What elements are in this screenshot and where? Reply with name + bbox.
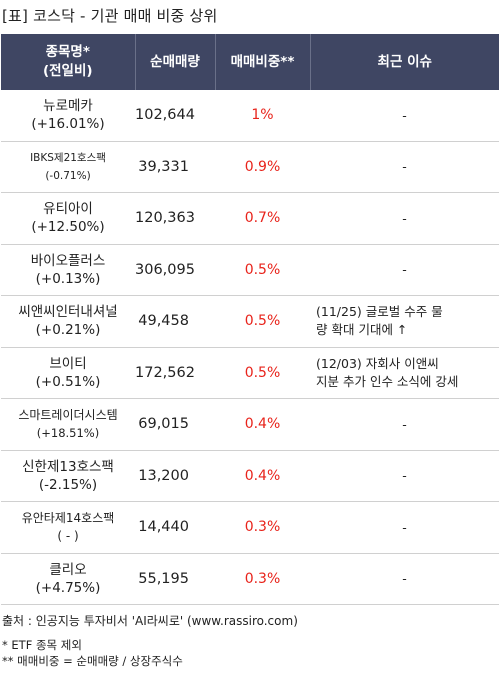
stock-name: 클리오 [49,561,87,578]
stock-change: (+18.51%) [36,426,100,441]
stock-change: (+0.13%) [35,270,101,287]
stock-name-cell: IBKS제21호스팩 (-0.71%) [1,141,135,193]
institution-trading-table: 종목명* (전일비) 순매매량 매매비중** 최근 이슈 뉴로메카 (+16.0… [1,34,499,605]
stock-name: 뉴로메카 [43,98,93,115]
stock-change: (-0.71%) [45,169,91,182]
recent-issue: - [310,450,499,502]
header-trade-ratio: 매매비중** [215,34,311,90]
header-name-line1: 종목명* [45,44,90,60]
table-row: 씨앤씨인터내셔널 (+0.21%) 49,458 0.5% (11/25) 글로… [1,295,499,348]
net-volume: 14,440 [135,501,215,554]
stock-name-cell: 씨앤씨인터내셔널 (+0.21%) [1,295,135,348]
trade-ratio: 0.4% [215,398,310,451]
header-stock-name: 종목명* (전일비) [1,34,136,90]
issue-line: 지분 추가 인수 소식에 강세 [316,373,459,389]
stock-change: (-2.15%) [38,476,98,493]
trade-ratio: 0.5% [215,347,310,399]
trade-ratio: 1% [215,90,310,142]
recent-issue: - [310,501,499,554]
stock-change: ( - ) [57,529,79,544]
recent-issue: - [310,398,499,451]
stock-change: (+16.01%) [31,116,105,133]
issue-line: (12/03) 자회사 이앤씨 [316,355,439,371]
footnote-etf: * ETF 종목 제외 [2,638,82,652]
recent-issue: - [310,553,499,605]
stock-name-cell: 유티아이 (+12.50%) [1,192,135,245]
issue-line: 량 확대 기대에 ↑ [316,322,408,338]
net-volume: 39,331 [135,141,215,193]
table-row: 바이오플러스 (+0.13%) 306,095 0.5% - [1,244,499,296]
recent-issue: - [310,192,499,245]
stock-name-cell: 클리오 (+4.75%) [1,553,135,605]
recent-issue: - [310,141,499,193]
net-volume: 55,195 [135,553,215,605]
recent-issue: - [310,244,499,296]
table-row: 유티아이 (+12.50%) 120,363 0.7% - [1,192,499,245]
table-row: IBKS제21호스팩 (-0.71%) 39,331 0.9% - [1,141,499,193]
trade-ratio: 0.3% [215,553,310,605]
stock-name-cell: 뉴로메카 (+16.01%) [1,90,135,142]
trade-ratio: 0.4% [215,450,310,502]
stock-name: 브이티 [49,355,87,372]
trade-ratio: 0.3% [215,501,310,554]
stock-name: 씨앤씨인터내셔널 [18,304,118,321]
stock-name: 유안타제14호스팩 [21,511,115,526]
stock-name: IBKS제21호스팩 [30,151,106,164]
trade-ratio: 0.5% [215,244,310,296]
stock-name: 신한제13호스팩 [22,458,114,475]
header-name-line2: (전일비) [42,63,93,79]
stock-change: (+0.51%) [35,373,101,390]
recent-issue: (11/25) 글로벌 수주 물 량 확대 기대에 ↑ [310,295,499,348]
table-row: 브이티 (+0.51%) 172,562 0.5% (12/03) 자회사 이앤… [1,347,499,399]
stock-name-cell: 바이오플러스 (+0.13%) [1,244,135,296]
stock-name-cell: 스마트레이더시스템 (+18.51%) [1,398,135,451]
stock-name: 스마트레이더시스템 [18,408,118,423]
stock-name-cell: 브이티 (+0.51%) [1,347,135,399]
net-volume: 102,644 [135,90,215,142]
table-row: 스마트레이더시스템 (+18.51%) 69,015 0.4% - [1,398,499,451]
recent-issue: - [310,90,499,142]
stock-name: 바이오플러스 [30,252,106,269]
net-volume: 49,458 [135,295,215,348]
table-header-row: 종목명* (전일비) 순매매량 매매비중** 최근 이슈 [1,34,499,90]
table-row: 클리오 (+4.75%) 55,195 0.3% - [1,553,499,605]
header-recent-issue: 최근 이슈 [310,34,499,90]
issue-line: (11/25) 글로벌 수주 물 [316,304,443,320]
stock-name: 유티아이 [43,201,93,218]
trade-ratio: 0.7% [215,192,310,245]
table-row: 유안타제14호스팩 ( - ) 14,440 0.3% - [1,501,499,554]
table-row: 신한제13호스팩 (-2.15%) 13,200 0.4% - [1,450,499,502]
stock-change: (+0.21%) [35,322,101,339]
net-volume: 306,095 [135,244,215,296]
stock-change: (+12.50%) [31,219,105,236]
net-volume: 172,562 [135,347,215,399]
trade-ratio: 0.5% [215,295,310,348]
recent-issue: (12/03) 자회사 이앤씨 지분 추가 인수 소식에 강세 [310,347,499,399]
footnote-ratio: ** 매매비중 = 순매매량 / 상장주식수 [2,654,183,668]
stock-change: (+4.75%) [35,579,101,596]
table-row: 뉴로메카 (+16.01%) 102,644 1% - [1,90,499,142]
net-volume: 120,363 [135,192,215,245]
stock-name-cell: 유안타제14호스팩 ( - ) [1,501,135,554]
trade-ratio: 0.9% [215,141,310,193]
stock-name-cell: 신한제13호스팩 (-2.15%) [1,450,135,502]
source-note: 출처 : 인공지능 투자비서 'AI라씨로' (www.rassiro.com) [2,614,298,628]
table-title: [표] 코스닥 - 기관 매매 비중 상위 [2,7,218,25]
net-volume: 13,200 [135,450,215,502]
net-volume: 69,015 [135,398,215,451]
header-net-volume: 순매매량 [135,34,216,90]
